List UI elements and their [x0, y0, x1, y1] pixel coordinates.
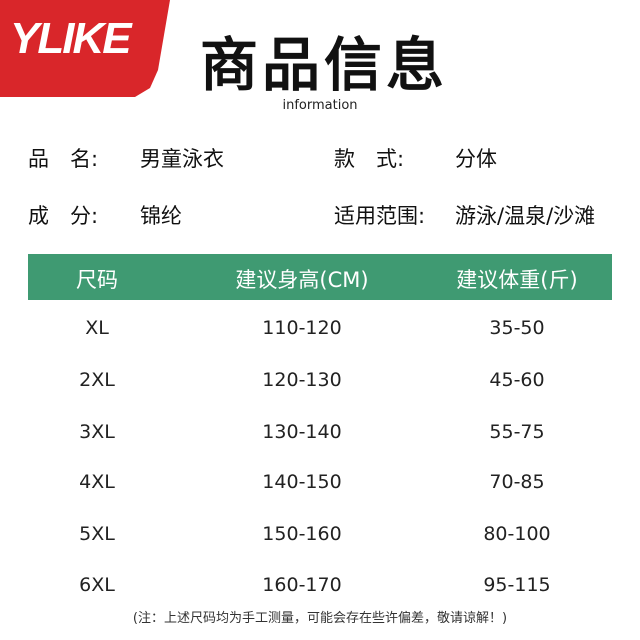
table-row: XL 110-120 35-50: [0, 317, 640, 347]
header-size: 尺码: [76, 268, 118, 292]
height-cell: 140-150: [262, 471, 342, 493]
table-row: 3XL 130-140 55-75: [0, 421, 640, 451]
table-row: 6XL 160-170 95-115: [0, 574, 640, 604]
page-subtitle: information: [282, 98, 358, 113]
table-row: 4XL 140-150 70-85: [0, 471, 640, 501]
info-value-usage: 游泳/温泉/沙滩: [455, 204, 596, 228]
brand-logo: YLIKE: [0, 0, 170, 97]
size-cell: 4XL: [79, 471, 115, 493]
info-value-style: 分体: [455, 147, 497, 171]
info-label-usage: 适用范围:: [334, 204, 426, 228]
info-label-style: 款 式:: [334, 147, 405, 171]
info-value-name: 男童泳衣: [140, 147, 224, 171]
size-cell: 5XL: [79, 523, 115, 545]
page-title: 商品信息: [200, 31, 449, 99]
header-weight: 建议体重(斤): [456, 268, 578, 292]
weight-cell: 70-85: [489, 471, 545, 493]
weight-cell: 35-50: [489, 317, 545, 339]
footnote: (注：上述尺码均为手工测量，可能会存在些许偏差，敬请谅解！): [132, 611, 508, 626]
info-label-material: 成 分:: [28, 204, 99, 228]
height-cell: 120-130: [262, 369, 342, 391]
height-cell: 160-170: [262, 574, 342, 596]
weight-cell: 55-75: [489, 421, 545, 443]
weight-cell: 45-60: [489, 369, 545, 391]
weight-cell: 80-100: [483, 523, 551, 545]
table-row: 5XL 150-160 80-100: [0, 523, 640, 553]
logo-text: YLIKE: [10, 14, 132, 63]
height-cell: 150-160: [262, 523, 342, 545]
height-cell: 130-140: [262, 421, 342, 443]
size-cell: XL: [85, 317, 109, 339]
info-value-material: 锦纶: [140, 204, 182, 228]
size-cell: 3XL: [79, 421, 115, 443]
header-height: 建议身高(CM): [235, 268, 369, 292]
height-cell: 110-120: [262, 317, 342, 339]
info-label-name: 品 名:: [28, 147, 99, 171]
size-cell: 6XL: [79, 574, 115, 596]
table-header: 尺码 建议身高(CM) 建议体重(斤): [28, 254, 612, 300]
weight-cell: 95-115: [483, 574, 551, 596]
size-cell: 2XL: [79, 369, 115, 391]
table-row: 2XL 120-130 45-60: [0, 369, 640, 399]
